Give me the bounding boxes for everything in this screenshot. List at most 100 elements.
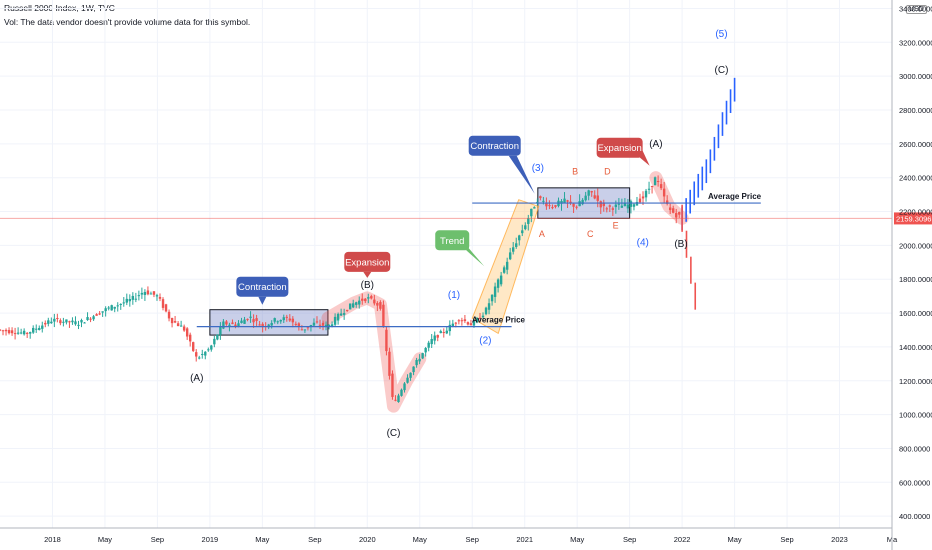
x-tick-label: 2019 bbox=[202, 535, 219, 544]
candle-body bbox=[22, 330, 26, 335]
y-tick-label: 800.0000 bbox=[899, 444, 930, 453]
candle-body bbox=[276, 321, 279, 323]
candle-body bbox=[478, 317, 482, 319]
candle-body bbox=[548, 205, 551, 207]
candle-body bbox=[297, 323, 301, 327]
candle-body bbox=[249, 316, 252, 318]
candle-body bbox=[481, 315, 485, 318]
x-tick-label: Sep bbox=[780, 535, 793, 544]
candle-body bbox=[678, 212, 681, 215]
candle-body bbox=[364, 298, 367, 302]
y-tick-label: 2000.0000 bbox=[899, 241, 932, 250]
candle-body bbox=[647, 188, 651, 190]
contraction-callout-2: Contraction bbox=[468, 135, 535, 194]
x-tick-label: 2023 bbox=[831, 535, 848, 544]
candle-body bbox=[373, 299, 376, 304]
grid bbox=[0, 0, 893, 528]
candle-body bbox=[672, 208, 675, 213]
contraction-callout-1-text: Contraction bbox=[238, 282, 287, 293]
candle-body bbox=[593, 195, 596, 199]
expansion-callout-1: Expansion bbox=[344, 251, 391, 278]
average-price-label-2: Average Price bbox=[708, 192, 762, 201]
x-tick-label: Sep bbox=[623, 535, 636, 544]
candle-body bbox=[451, 323, 455, 327]
candle-body bbox=[149, 293, 153, 295]
candle-body bbox=[104, 308, 107, 312]
subwave-label-a: A bbox=[539, 229, 545, 239]
candle-body bbox=[496, 279, 500, 288]
candle-body bbox=[563, 198, 566, 203]
candle-body bbox=[152, 291, 156, 295]
x-tick-label: May bbox=[728, 535, 742, 544]
candle-body bbox=[113, 306, 116, 309]
candle-body bbox=[463, 319, 467, 322]
candle-body bbox=[0, 329, 2, 331]
candle-body bbox=[339, 313, 343, 316]
wave-label-3: (3) bbox=[532, 163, 544, 174]
candle-body bbox=[560, 200, 563, 204]
candle-body bbox=[321, 322, 325, 326]
candle-body bbox=[367, 297, 370, 299]
candle-body bbox=[294, 323, 298, 325]
candle-body bbox=[406, 377, 409, 383]
candle-body bbox=[234, 324, 237, 327]
candle-body bbox=[188, 334, 192, 342]
candle-body bbox=[554, 205, 557, 207]
current-price-tag bbox=[894, 212, 932, 225]
candle-body bbox=[361, 298, 364, 301]
wave-label-4: (4) bbox=[637, 237, 649, 248]
trend-callout: Trend bbox=[435, 230, 485, 267]
candle-body bbox=[445, 330, 448, 334]
candle-body bbox=[101, 311, 104, 313]
candle-body bbox=[385, 329, 388, 352]
candle-body bbox=[439, 331, 442, 334]
candle-body bbox=[587, 190, 590, 196]
candle-body bbox=[41, 325, 44, 329]
candle-body bbox=[116, 305, 119, 307]
expansion-callout-2: Expansion bbox=[596, 137, 650, 166]
subwave-label-e: E bbox=[613, 220, 619, 230]
candle-body bbox=[267, 324, 270, 328]
candle-body bbox=[345, 309, 349, 311]
wave-label-5: (5) bbox=[715, 29, 727, 40]
wave-label-1: (1) bbox=[448, 290, 460, 301]
wave-label-b1: (B) bbox=[361, 280, 374, 291]
candle-body bbox=[342, 313, 346, 315]
candle-body bbox=[656, 181, 660, 183]
x-tick-label: 2022 bbox=[674, 535, 691, 544]
candle-body bbox=[469, 323, 473, 326]
wave-label-c1: (C) bbox=[387, 428, 401, 439]
y-tick-label: 1400.0000 bbox=[899, 343, 932, 352]
candle-body bbox=[539, 196, 542, 199]
candle-body bbox=[659, 184, 663, 189]
currency-badge[interactable]: USD bbox=[906, 5, 927, 14]
candle-body bbox=[77, 324, 80, 326]
candle-body bbox=[279, 320, 282, 322]
y-tick-label: 1800.0000 bbox=[899, 275, 932, 284]
candles bbox=[0, 175, 681, 403]
candle-body bbox=[137, 295, 141, 297]
expansion-callout-2-box bbox=[596, 137, 643, 158]
candle-body bbox=[303, 329, 307, 331]
contraction-callout-1-box bbox=[236, 276, 289, 297]
candle-body bbox=[430, 338, 433, 345]
contraction-callout-2-text: Contraction bbox=[470, 141, 519, 152]
candle-body bbox=[665, 200, 669, 204]
candle-body bbox=[575, 206, 578, 208]
candle-body bbox=[119, 303, 122, 305]
candle-body bbox=[336, 313, 340, 321]
candle-body bbox=[273, 318, 276, 322]
trend-callout-text: Trend bbox=[440, 236, 464, 247]
candle-body bbox=[62, 321, 65, 323]
candle-body bbox=[632, 204, 636, 207]
candle-body bbox=[80, 319, 83, 323]
candle-body bbox=[518, 235, 521, 241]
candle-body bbox=[475, 318, 479, 323]
contraction-callout-1-tail bbox=[258, 296, 267, 305]
candle-body bbox=[161, 299, 165, 308]
subwave-label-c: C bbox=[587, 229, 594, 239]
candle-body bbox=[662, 188, 666, 197]
y-tick-label: 2800.0000 bbox=[899, 106, 932, 115]
candle-body bbox=[213, 338, 216, 345]
